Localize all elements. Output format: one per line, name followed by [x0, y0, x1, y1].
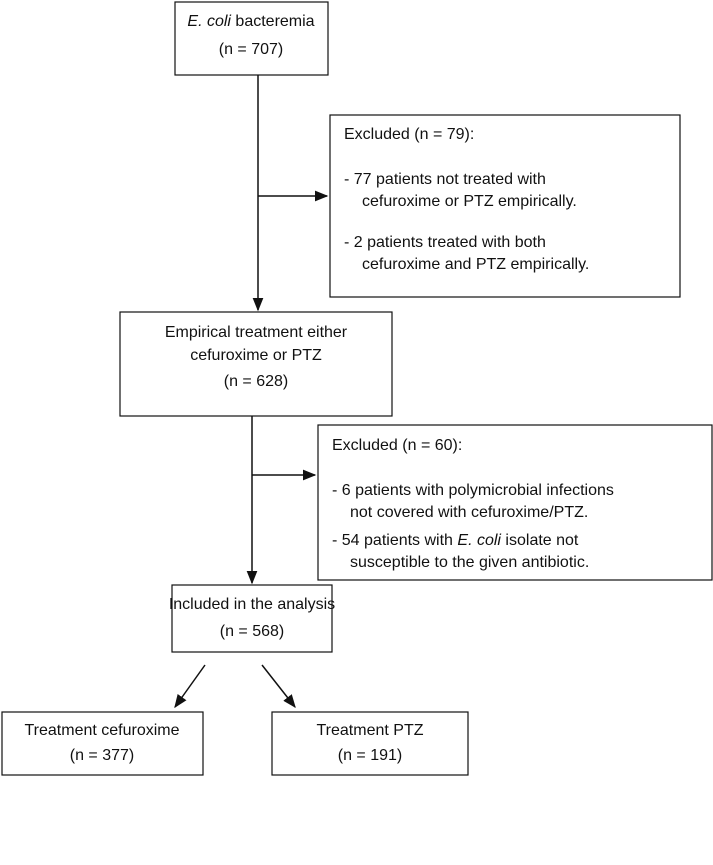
node-text: Treatment PTZ	[317, 722, 424, 739]
arrow	[261, 664, 296, 709]
node-text: - 77 patients not treated with	[344, 171, 546, 188]
node-text: not covered with cefuroxime/PTZ.	[350, 504, 588, 521]
node-text: cefuroxime or PTZ empirically.	[362, 193, 577, 210]
node-text: (n = 568)	[220, 623, 284, 640]
node-text: susceptible to the given antibiotic.	[350, 554, 589, 571]
node: Empirical treatment either cefuroxime or …	[119, 311, 393, 417]
text-segment: E. coli	[187, 13, 231, 30]
node-text: Excluded (n = 79):	[344, 126, 474, 143]
text-segment: isolate not	[501, 532, 579, 549]
node-text: - 54 patients with E. coli isolate not	[332, 532, 579, 549]
node: Excluded (n = 79): - 77 patients not trea…	[329, 114, 681, 298]
node-box	[171, 584, 333, 653]
node-text: (n = 628)	[224, 373, 288, 390]
node-box	[329, 114, 681, 298]
text-segment: E. coli	[457, 532, 501, 549]
node: Included in the analysis (n = 568)	[169, 584, 335, 653]
arrow	[174, 664, 206, 709]
node-box	[271, 711, 469, 776]
node: E. coli bacteremia (n = 707)	[174, 1, 329, 76]
node-text: Included in the analysis	[169, 596, 335, 613]
node: Excluded (n = 60): - 6 patients with poly…	[317, 424, 713, 581]
nodes: E. coli bacteremia (n = 707) Excluded (n =…	[1, 1, 713, 776]
node-text: Empirical treatment either	[165, 324, 348, 341]
node-text: Treatment cefuroxime	[24, 722, 179, 739]
node: Treatment cefuroxime (n = 377)	[1, 711, 204, 776]
text-segment: - 54 patients with	[332, 532, 457, 549]
text-segment: bacteremia	[231, 13, 315, 30]
node-text: (n = 191)	[338, 747, 402, 764]
node-box	[1, 711, 204, 776]
node-text: Excluded (n = 60):	[332, 437, 462, 454]
node-text: (n = 377)	[70, 747, 134, 764]
node-text: - 2 patients treated with both	[344, 234, 546, 251]
node-text: E. coli bacteremia	[187, 13, 314, 30]
node: Treatment PTZ (n = 191)	[271, 711, 469, 776]
node-text: cefuroxime and PTZ empirically.	[362, 256, 589, 273]
node-box	[119, 311, 393, 417]
node-text: (n = 707)	[219, 41, 283, 58]
node-box	[317, 424, 713, 581]
node-box	[174, 1, 329, 76]
node-text: cefuroxime or PTZ	[190, 347, 322, 364]
node-text: - 6 patients with polymicrobial infectio…	[332, 482, 614, 499]
